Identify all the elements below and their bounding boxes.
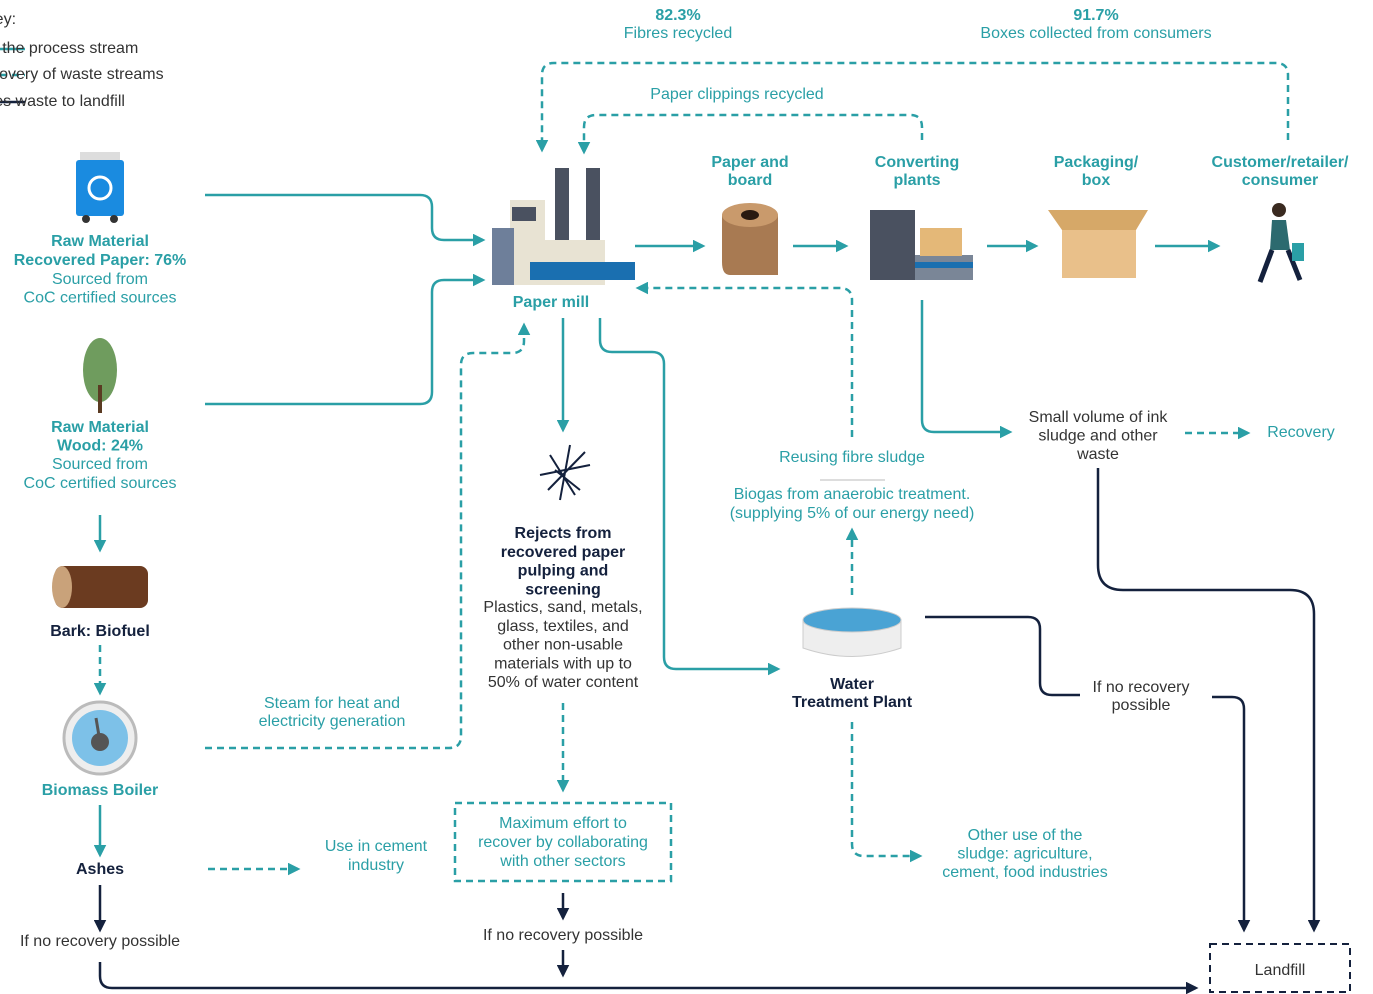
label: consumer xyxy=(1242,172,1318,189)
paper-mill-icon xyxy=(492,168,635,285)
label: materials with up to xyxy=(494,655,632,672)
label: Plastics, sand, metals, xyxy=(483,599,642,616)
label: waste xyxy=(1076,446,1119,463)
label: pulping and xyxy=(518,563,609,580)
label: Paper clippings recycled xyxy=(650,86,823,103)
label: Maximum effort to xyxy=(499,815,627,832)
label: Raw Material xyxy=(51,419,149,436)
person-icon xyxy=(1257,203,1304,283)
label: Key: xyxy=(0,11,16,28)
label: Treatment Plant xyxy=(792,694,913,711)
label: Landfill xyxy=(1255,962,1306,979)
label: Sourced from xyxy=(52,271,148,288)
label: If no recovery xyxy=(1093,679,1190,696)
label: 91.7% xyxy=(1073,7,1118,24)
converting-plant-icon xyxy=(870,210,973,280)
label: Use in cement xyxy=(325,838,428,855)
fibre-icon xyxy=(539,444,591,501)
label: 82.3% xyxy=(655,7,700,24)
label: Sourced from xyxy=(52,456,148,473)
label: board xyxy=(728,172,772,189)
paper-roll-icon xyxy=(722,203,778,275)
label: Wood: 24% xyxy=(57,438,143,455)
label: industry xyxy=(348,857,404,874)
label: CoC certified sources xyxy=(24,475,177,492)
label: Raw Material xyxy=(51,233,149,250)
label: Customer/retailer/ xyxy=(1212,154,1349,171)
label: possible xyxy=(1112,697,1171,714)
label: CoC certified sources xyxy=(24,290,177,307)
label: Reusing fibre sludge xyxy=(779,449,925,466)
labels: Key: Indicates the process stream Indicate… xyxy=(0,7,1349,979)
label: Indicates the process stream xyxy=(0,40,138,57)
label: with other sectors xyxy=(499,853,625,870)
arrows xyxy=(93,61,1351,994)
label: plants xyxy=(893,172,940,189)
box-icon xyxy=(1048,210,1148,278)
label: Indicates waste to landfill xyxy=(0,93,125,110)
label: Recovery xyxy=(1267,424,1335,441)
label: other non-usable xyxy=(503,637,623,654)
label: Biomass Boiler xyxy=(42,782,158,799)
label: recover by collaborating xyxy=(478,834,648,851)
label: Bark: Biofuel xyxy=(50,623,150,640)
tree-icon xyxy=(83,338,117,413)
label: Converting xyxy=(875,154,959,171)
label: 50% of water content xyxy=(488,674,639,691)
label: Water xyxy=(830,676,874,693)
label: cement, food industries xyxy=(942,864,1107,881)
water-tank-icon xyxy=(802,607,902,657)
label: If no recovery possible xyxy=(20,933,180,950)
boiler-icon xyxy=(62,700,138,776)
label: If no recovery possible xyxy=(483,927,643,944)
label: box xyxy=(1082,172,1111,189)
label: Ashes xyxy=(76,861,124,878)
label: Fibres recycled xyxy=(624,25,732,42)
key-lines xyxy=(0,47,25,104)
label: Paper mill xyxy=(513,294,589,311)
label: screening xyxy=(525,581,601,598)
label: Paper and xyxy=(711,154,788,171)
label: Small volume of ink xyxy=(1029,409,1169,426)
label: Boxes collected from consumers xyxy=(980,25,1211,42)
label: sludge and other xyxy=(1038,428,1158,445)
icons xyxy=(52,152,1304,776)
label: Biogas from anaerobic treatment. xyxy=(734,486,971,503)
label: sludge: agriculture, xyxy=(957,846,1092,863)
label: (supplying 5% of our energy need) xyxy=(730,505,975,522)
label: Rejects from xyxy=(515,525,612,542)
label: Other use of the xyxy=(968,827,1083,844)
label: Packaging/ xyxy=(1054,154,1139,171)
label: Recovered Paper: 76% xyxy=(14,252,187,269)
recycle-bin-icon xyxy=(76,152,124,223)
label: glass, textiles, and xyxy=(497,618,629,635)
label: recovered paper xyxy=(501,544,626,561)
log-icon xyxy=(52,566,148,608)
label: electricity generation xyxy=(259,713,406,730)
label: Indicates recovery of waste streams xyxy=(0,66,164,83)
label: Steam for heat and xyxy=(264,695,400,712)
